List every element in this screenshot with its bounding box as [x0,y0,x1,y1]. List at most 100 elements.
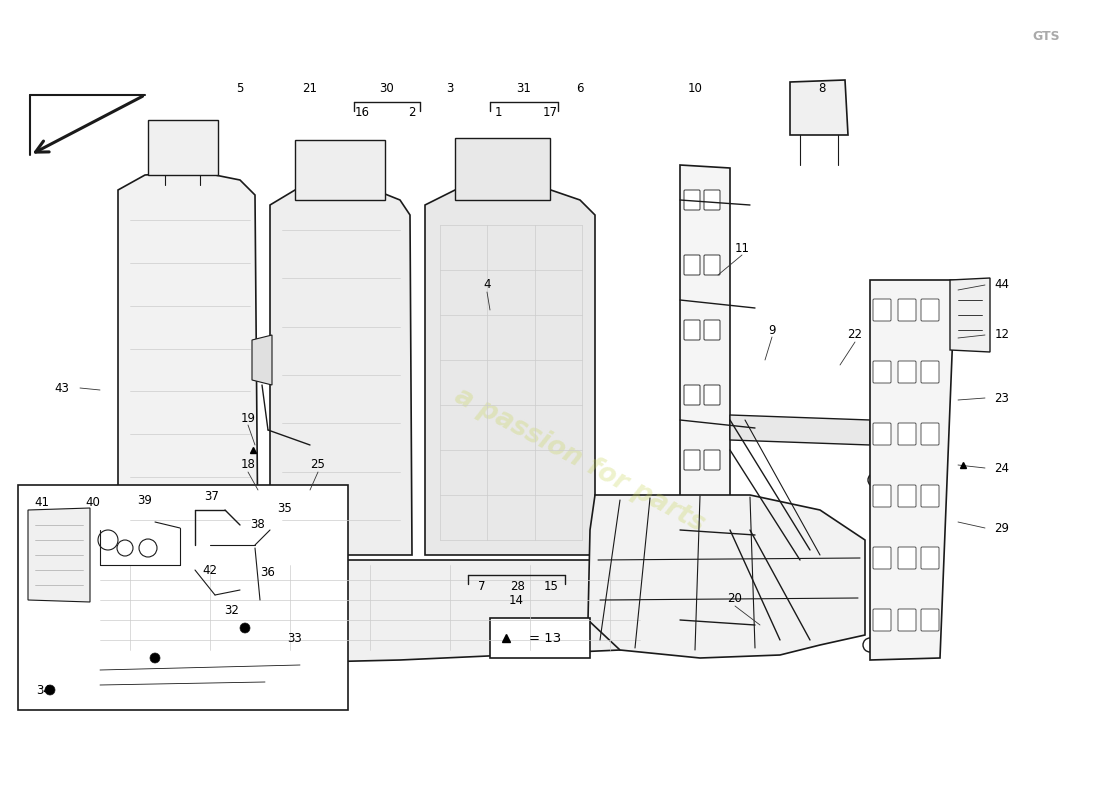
Text: 24: 24 [994,462,1010,474]
Text: 30: 30 [379,82,395,94]
FancyBboxPatch shape [873,423,891,445]
FancyBboxPatch shape [873,299,891,321]
Text: 4: 4 [483,278,491,291]
FancyBboxPatch shape [898,423,916,445]
Circle shape [139,539,157,557]
Circle shape [733,638,747,652]
FancyBboxPatch shape [704,385,720,405]
FancyBboxPatch shape [684,255,700,275]
Text: 38: 38 [251,518,265,531]
Polygon shape [270,185,412,555]
FancyBboxPatch shape [921,609,939,631]
Polygon shape [730,415,870,445]
FancyBboxPatch shape [898,547,916,569]
Text: 6: 6 [576,82,584,94]
Circle shape [98,530,118,550]
Polygon shape [28,508,90,602]
Text: 34: 34 [36,683,52,697]
Circle shape [240,623,250,633]
FancyBboxPatch shape [921,299,939,321]
Text: 40: 40 [86,495,100,509]
Text: = 13: = 13 [529,631,561,645]
Text: 18: 18 [241,458,255,471]
Text: 32: 32 [224,603,240,617]
Text: 15: 15 [543,579,559,593]
Text: 23: 23 [994,391,1010,405]
FancyBboxPatch shape [873,485,891,507]
Text: 41: 41 [34,495,50,509]
FancyBboxPatch shape [684,320,700,340]
Text: 21: 21 [302,82,318,94]
Text: 39: 39 [138,494,153,506]
Text: 25: 25 [310,458,326,471]
Polygon shape [588,495,865,658]
Polygon shape [870,280,955,660]
Circle shape [117,540,133,556]
FancyBboxPatch shape [704,450,720,470]
Circle shape [864,638,877,652]
Text: 16: 16 [354,106,370,118]
Polygon shape [295,140,385,200]
Polygon shape [425,185,595,555]
FancyBboxPatch shape [873,361,891,383]
FancyBboxPatch shape [921,485,939,507]
FancyBboxPatch shape [898,361,916,383]
Polygon shape [680,165,730,645]
Text: 44: 44 [994,278,1010,291]
FancyBboxPatch shape [898,609,916,631]
FancyBboxPatch shape [873,609,891,631]
FancyBboxPatch shape [18,485,348,710]
Text: 14: 14 [509,594,524,606]
FancyBboxPatch shape [898,299,916,321]
Text: 31: 31 [517,82,531,94]
Text: 1: 1 [494,106,502,118]
FancyBboxPatch shape [684,580,700,600]
Text: 28: 28 [510,579,526,593]
Text: 29: 29 [994,522,1010,534]
Text: GTS: GTS [1033,30,1060,43]
Text: 17: 17 [542,106,558,118]
FancyBboxPatch shape [898,485,916,507]
Polygon shape [148,120,218,175]
Text: 36: 36 [261,566,275,578]
FancyBboxPatch shape [490,618,590,658]
Text: 3: 3 [447,82,453,94]
Circle shape [868,473,882,487]
Text: 9: 9 [768,323,776,337]
Text: 22: 22 [847,329,862,342]
FancyBboxPatch shape [684,450,700,470]
Polygon shape [950,278,990,352]
FancyBboxPatch shape [684,515,700,535]
Text: 42: 42 [202,563,218,577]
FancyBboxPatch shape [704,320,720,340]
Text: 35: 35 [277,502,293,514]
Circle shape [150,653,160,663]
Text: 2: 2 [408,106,416,118]
FancyBboxPatch shape [684,190,700,210]
Text: 10: 10 [688,82,703,94]
Text: a passion for parts: a passion for parts [450,383,710,537]
Text: 12: 12 [994,329,1010,342]
Circle shape [45,685,55,695]
FancyBboxPatch shape [704,515,720,535]
Text: 7: 7 [478,579,486,593]
Text: 33: 33 [287,631,303,645]
Polygon shape [118,172,258,555]
FancyBboxPatch shape [873,547,891,569]
FancyBboxPatch shape [921,423,939,445]
Text: 19: 19 [241,411,255,425]
FancyBboxPatch shape [684,385,700,405]
FancyBboxPatch shape [921,547,939,569]
Polygon shape [90,560,650,665]
Text: 5: 5 [236,82,244,94]
Text: 37: 37 [205,490,219,503]
FancyBboxPatch shape [704,580,720,600]
Text: 20: 20 [727,591,742,605]
Polygon shape [790,80,848,135]
Polygon shape [455,138,550,200]
Polygon shape [252,335,272,385]
Text: 11: 11 [735,242,749,254]
Text: 43: 43 [55,382,69,394]
Text: 8: 8 [818,82,826,94]
FancyBboxPatch shape [704,255,720,275]
